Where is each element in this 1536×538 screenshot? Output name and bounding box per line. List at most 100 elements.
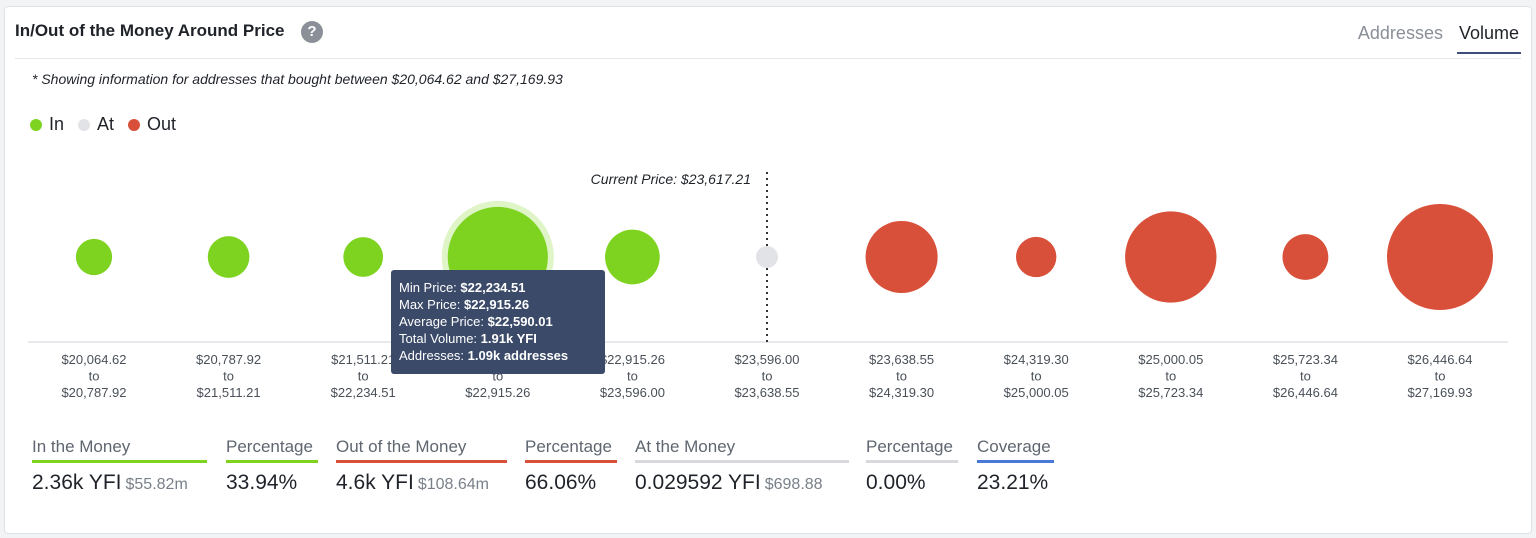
stat-underline	[336, 460, 507, 463]
stat-value: 2.36k YFI $55.82m	[32, 471, 207, 495]
range-note: * Showing information for addresses that…	[32, 71, 563, 87]
stat-label: Percentage	[866, 437, 953, 456]
current-price-label: Current Price: $23,617.21	[591, 171, 751, 187]
stat-value-usd: $698.88	[764, 476, 823, 493]
tooltip-vol-value: 1.91k YFI	[480, 331, 537, 346]
stat-value: 0.00%	[866, 471, 926, 494]
bubble-out	[1387, 204, 1493, 310]
x-tick-label: $23,596.00	[600, 385, 665, 400]
stat-out-of-the-money: Out of the Money 4.6k YFI $108.64m	[336, 437, 507, 495]
stat-value: 66.06%	[525, 471, 597, 494]
stat-value-usd: $108.64m	[417, 476, 489, 493]
chart-legend: In At Out	[30, 114, 176, 135]
tooltip-min-value: $22,234.51	[460, 280, 526, 295]
stat-value-main: 0.029592 YFI	[635, 471, 761, 494]
x-tick-label: $23,638.55	[869, 352, 934, 367]
legend-at-dot	[78, 118, 91, 131]
legend-item-out[interactable]: Out	[128, 114, 176, 135]
bubble-out	[865, 220, 938, 294]
legend-out-dot	[128, 118, 141, 131]
x-tick-label: $20,787.92	[61, 385, 126, 400]
x-tick-label: to	[223, 369, 234, 384]
x-tick-label: $23,638.55	[734, 385, 799, 400]
x-tick-label: $20,787.92	[196, 352, 261, 367]
stat-value-main: 2.36k YFI	[32, 471, 122, 494]
tooltip-avg-value: $22,590.01	[487, 314, 553, 329]
x-tick-label: to	[1031, 369, 1042, 384]
x-tick-label: $22,915.26	[465, 385, 530, 400]
stat-coverage: Coverage 23.21%	[977, 437, 1054, 495]
x-tick-label: $21,511.21	[331, 352, 395, 367]
stat-underline	[32, 460, 207, 463]
x-tick-label: to	[1300, 369, 1311, 384]
bubble-in	[605, 229, 660, 285]
stat-out-percentage: Percentage 66.06%	[525, 437, 617, 495]
stat-underline	[635, 460, 849, 463]
x-tick-label: $20,064.62	[61, 352, 126, 367]
stat-value: 4.6k YFI $108.64m	[336, 471, 507, 495]
tooltip-min-label: Min Price:	[399, 280, 457, 295]
tab-volume[interactable]: Volume	[1456, 23, 1521, 54]
stat-label: Percentage	[226, 437, 313, 456]
view-tabs: Addresses Volume	[1356, 23, 1521, 54]
header-divider	[15, 58, 1521, 59]
x-tick-label: to	[762, 369, 773, 384]
x-tick-label: $23,596.00	[734, 352, 799, 367]
stat-label: At the Money	[635, 437, 736, 456]
stat-label: Coverage	[977, 437, 1051, 456]
stat-label: In the Money	[32, 437, 131, 456]
tooltip-max-value: $22,915.26	[464, 297, 530, 312]
x-tick-label: to	[1435, 369, 1446, 384]
bubble-out	[1282, 234, 1329, 280]
help-icon[interactable]: ?	[301, 21, 323, 43]
x-tick-label: to	[358, 369, 369, 384]
card-title: In/Out of the Money Around Price	[15, 21, 285, 40]
legend-item-at[interactable]: At	[78, 114, 114, 135]
x-tick-label: $24,319.30	[869, 385, 934, 400]
tab-addresses[interactable]: Addresses	[1357, 23, 1443, 43]
x-tick-label: to	[89, 369, 100, 384]
bubble-out	[1016, 236, 1057, 278]
legend-item-in[interactable]: In	[30, 114, 64, 135]
x-tick-label: to	[1165, 369, 1176, 384]
tooltip-max-label: Max Price:	[399, 297, 461, 312]
bubble-in	[343, 237, 384, 277]
stat-in-percentage: Percentage 33.94%	[226, 437, 318, 495]
bubble-chart: Current Price: $23,617.21$20,064.62to$20…	[28, 171, 1508, 400]
x-tick-label: $26,446.64	[1273, 385, 1338, 400]
legend-in-dot	[30, 118, 42, 131]
bubble-in	[75, 238, 113, 276]
stat-label: Out of the Money	[336, 437, 467, 456]
x-tick-label: $22,915.26	[600, 352, 665, 367]
x-tick-label: $25,723.34	[1138, 385, 1203, 400]
chart-tooltip: Min Price: $22,234.51 Max Price: $22,915…	[391, 270, 605, 374]
x-tick-label: to	[627, 369, 638, 384]
stat-underline	[866, 460, 958, 463]
x-tick-label: to	[896, 369, 907, 384]
stat-in-the-money: In the Money 2.36k YFI $55.82m	[32, 437, 207, 495]
stat-value-main: 4.6k YFI	[336, 471, 414, 494]
stat-underline	[977, 460, 1054, 463]
x-tick-label: $24,319.30	[1004, 352, 1069, 367]
stat-value-usd: $55.82m	[125, 476, 188, 493]
stat-at-percentage: Percentage 0.00%	[866, 437, 958, 495]
bubble-at	[756, 246, 778, 268]
stat-at-the-money: At the Money 0.029592 YFI $698.88	[635, 437, 849, 495]
x-tick-label: $25,000.05	[1138, 352, 1203, 367]
bubble-in	[207, 236, 250, 278]
legend-out-label: Out	[147, 114, 177, 134]
tooltip-addr-value: 1.09k addresses	[467, 348, 569, 363]
stat-value: 33.94%	[226, 471, 298, 494]
stat-underline	[226, 460, 318, 463]
legend-at-label: At	[97, 114, 115, 134]
x-tick-label: $25,000.05	[1004, 385, 1069, 400]
stat-value: 0.029592 YFI $698.88	[635, 471, 849, 495]
x-tick-label: to	[492, 369, 503, 384]
tooltip-addr-label: Addresses:	[399, 348, 465, 363]
x-tick-label: $26,446.64	[1407, 352, 1472, 367]
x-tick-label: $22,234.51	[331, 385, 396, 400]
stat-label: Percentage	[525, 437, 612, 456]
x-tick-label: $25,723.34	[1273, 352, 1338, 367]
stat-underline	[525, 460, 617, 463]
stat-value: 23.21%	[977, 471, 1049, 494]
